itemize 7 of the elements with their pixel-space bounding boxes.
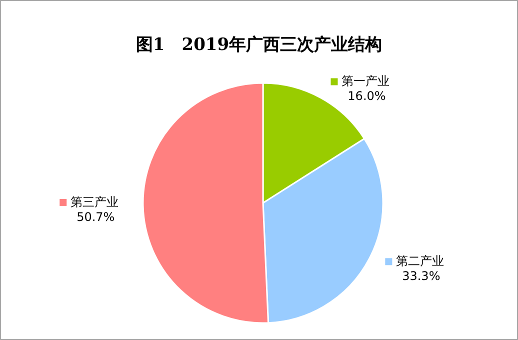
chart-title: 图1 2019年广西三次产业结构 <box>136 35 382 55</box>
legend-label: 第三产业 <box>70 194 119 209</box>
data-label: 50.7% <box>76 210 115 224</box>
legend-label: 第一产业 <box>342 74 390 88</box>
data-label: 33.3% <box>402 269 440 284</box>
data-label: 16.0% <box>348 89 386 104</box>
legend-label: 第二产业 <box>396 254 444 268</box>
